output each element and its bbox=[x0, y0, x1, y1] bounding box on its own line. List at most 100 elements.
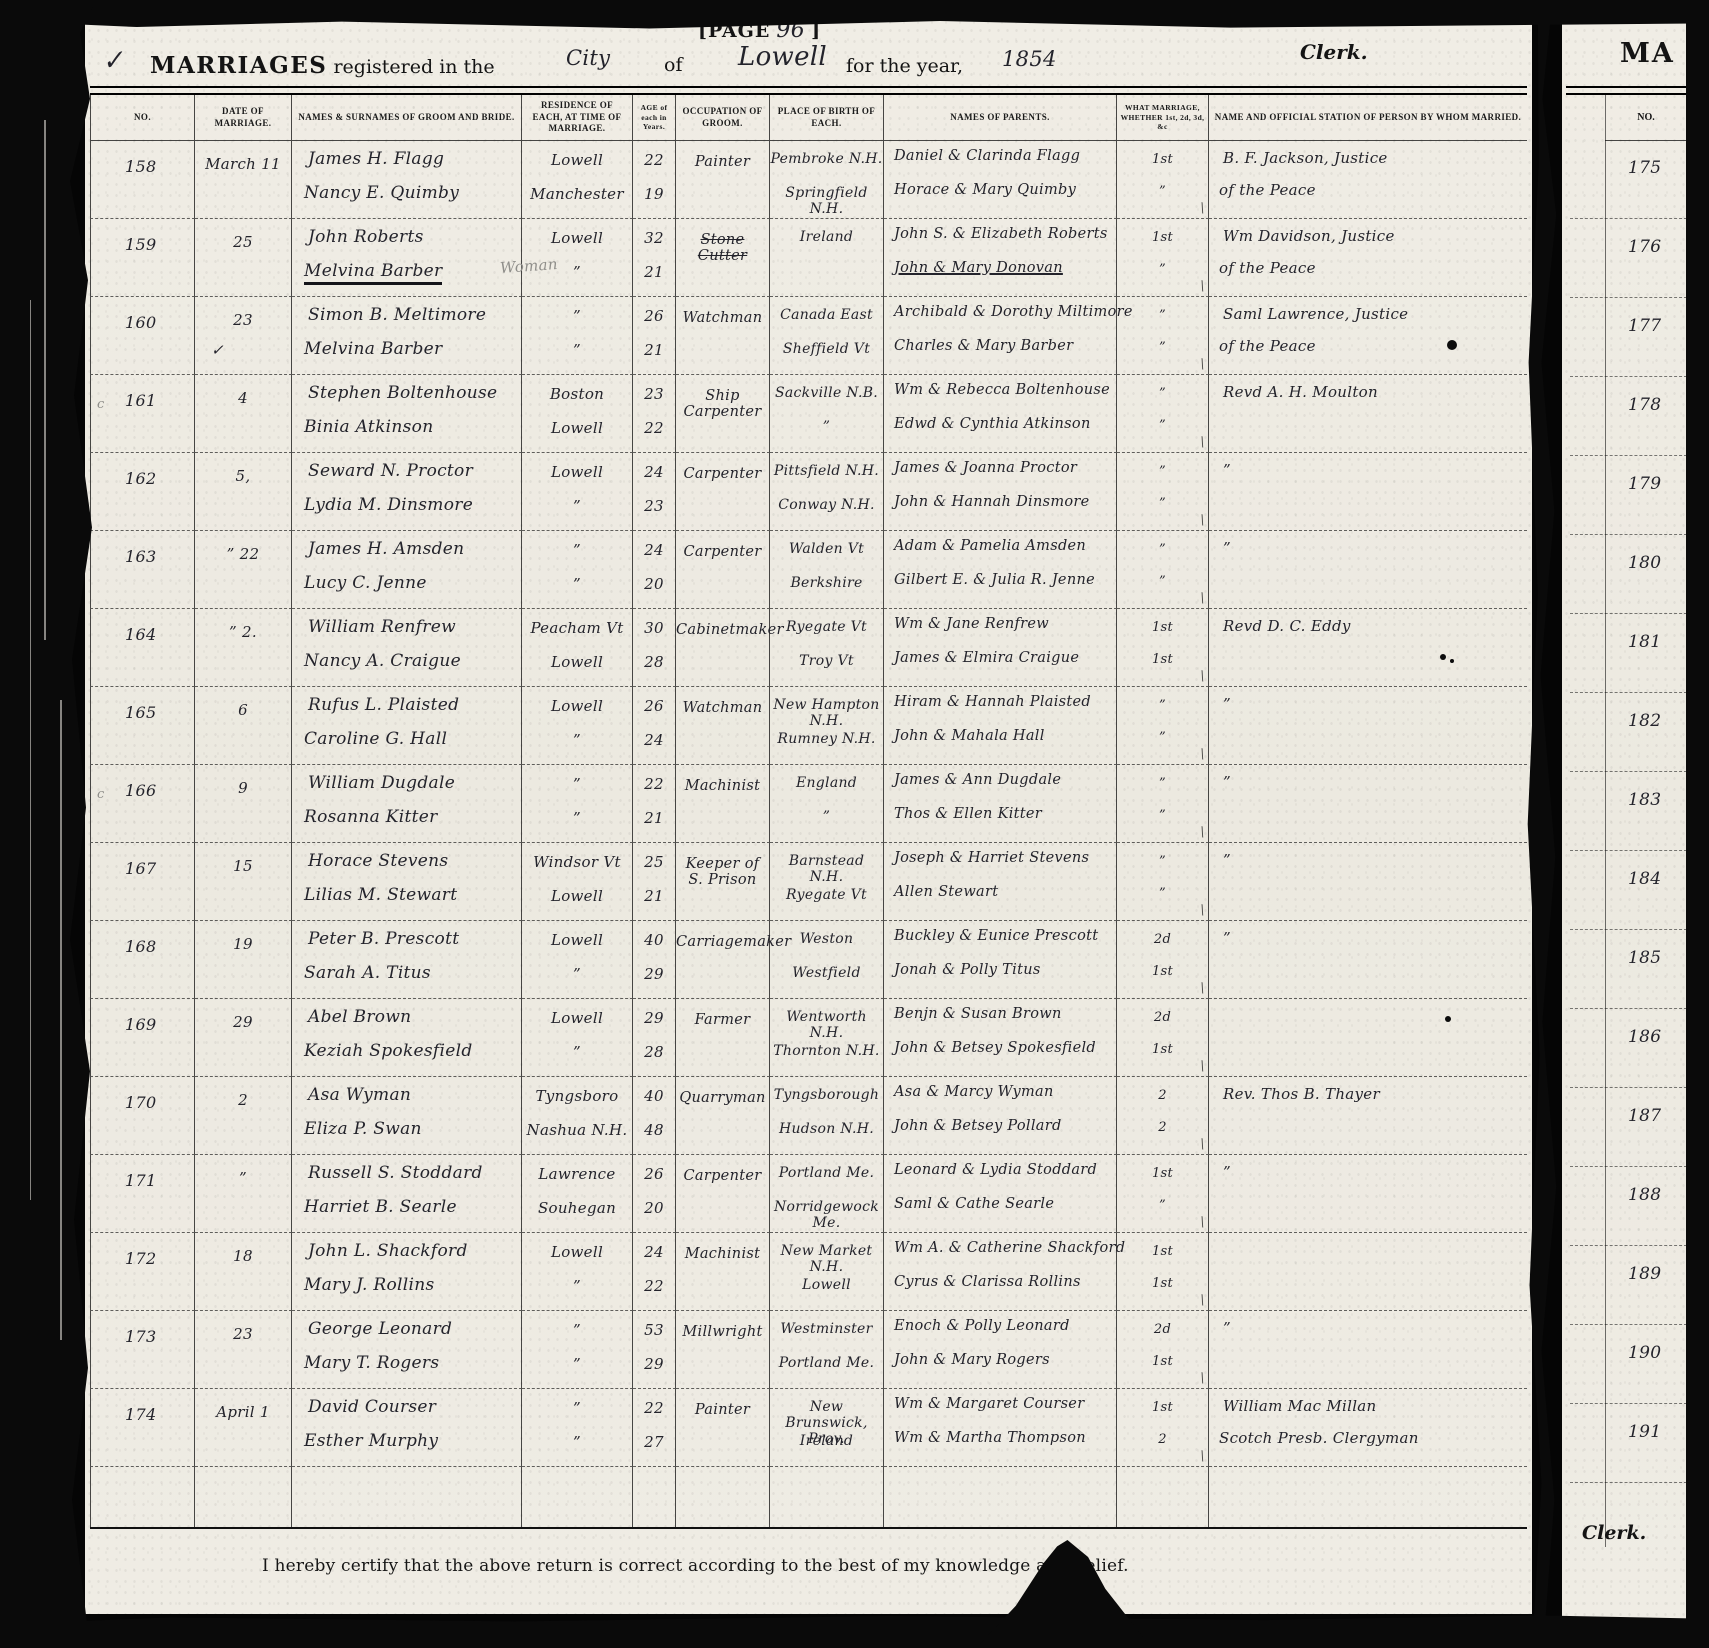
table-body: 158 March 11 James H. Flagg Nancy E. Qui… bbox=[90, 141, 1527, 1467]
groom-age: 26 bbox=[644, 307, 664, 325]
groom-marriage-ordinal: 1st bbox=[1151, 620, 1174, 635]
bride-residence: Lowell bbox=[550, 419, 604, 437]
marriage-date: 23 bbox=[233, 311, 253, 329]
groom-parents: Archibald & Dorothy Miltimore bbox=[894, 304, 1133, 320]
cell-what-marriage: ” ” bbox=[1117, 687, 1209, 765]
cell-residence: Windsor Vt Lowell bbox=[522, 843, 633, 921]
cell-date-of-marriage: 9 bbox=[195, 765, 292, 843]
table-row: 164 ” 2. William Renfrew Nancy A. Craigu… bbox=[90, 609, 1527, 687]
header-occupation: OCCUPATION OF GROOM. bbox=[676, 95, 770, 141]
marriage-date: 5, bbox=[235, 467, 251, 485]
groom-marriage-ordinal: 1st bbox=[1151, 152, 1174, 167]
cell-date-of-marriage: 4 bbox=[195, 375, 292, 453]
pencil-mark: c bbox=[97, 787, 105, 802]
groom-occupation: Machinist bbox=[684, 1246, 761, 1262]
bride-marriage-ordinal: ” bbox=[1159, 574, 1166, 589]
cell-occupation: Watchman bbox=[676, 687, 770, 765]
title-year-handwritten: 1854 bbox=[1002, 47, 1057, 71]
groom-occupation: Millwright bbox=[682, 1324, 763, 1340]
header-age: AGE of each in Years. bbox=[633, 95, 676, 141]
groom-occupation: Quarryman bbox=[679, 1090, 766, 1106]
cell-date-of-marriage: 23 ✓ bbox=[195, 297, 292, 375]
groom-birthplace: Weston bbox=[799, 931, 854, 947]
cell-names: James H. Amsden Lucy C. Jenne bbox=[292, 531, 522, 609]
bride-parents: Wm & Martha Thompson bbox=[894, 1430, 1086, 1446]
bride-age: 21 bbox=[644, 263, 664, 281]
cell-ages: 22 27 bbox=[633, 1389, 676, 1467]
cell-ages: 25 21 bbox=[633, 843, 676, 921]
groom-marriage-ordinal: ” bbox=[1159, 542, 1166, 557]
groom-marriage-ordinal: 1st bbox=[1151, 1400, 1174, 1415]
table-row: 159 25 John Roberts Melvina Barber Woman… bbox=[90, 219, 1527, 297]
groom-age: 29 bbox=[644, 1009, 664, 1027]
bride-parents: Horace & Mary Quimby bbox=[894, 182, 1077, 198]
cell-occupation: Machinist bbox=[676, 1233, 770, 1311]
groom-parents: Joseph & Harriet Stevens bbox=[894, 850, 1090, 866]
groom-marriage-ordinal: 2d bbox=[1153, 932, 1172, 947]
groom-age: 22 bbox=[644, 775, 664, 793]
cell-officiant: ” bbox=[1209, 453, 1527, 531]
cell-record-number: 169 bbox=[90, 999, 195, 1077]
cell-record-number: 162 bbox=[90, 453, 195, 531]
groom-birthplace: Canada East bbox=[780, 307, 873, 323]
cell-record-number: c 166 bbox=[90, 765, 195, 843]
cell-record-number: c 161 bbox=[90, 375, 195, 453]
cell-parents: Wm & Margaret Courser Wm & Martha Thomps… bbox=[884, 1389, 1117, 1467]
marriage-date: ” 22 bbox=[226, 545, 260, 563]
groom-age: 30 bbox=[644, 619, 664, 637]
bride-marriage-ordinal: ” bbox=[1159, 496, 1166, 511]
facing-page-no-header: NO. bbox=[1605, 95, 1687, 141]
table-header-row: NO. DATE OF MARRIAGE. NAMES & SURNAMES O… bbox=[90, 95, 1527, 141]
cell-occupation: Keeper of S. Prison bbox=[676, 843, 770, 921]
cell-record-number: 171 bbox=[90, 1155, 195, 1233]
groom-residence: Lowell bbox=[550, 931, 604, 949]
title-of: of bbox=[664, 54, 683, 76]
cell-residence: ” ” bbox=[522, 297, 633, 375]
table-row: 168 19 Peter B. Prescott Sarah A. Titus … bbox=[90, 921, 1527, 999]
bride-age: 27 bbox=[644, 1433, 664, 1451]
cell-ages: 53 29 bbox=[633, 1311, 676, 1389]
officiant-name: ” bbox=[1223, 1163, 1231, 1181]
bride-residence: ” bbox=[573, 497, 581, 515]
cell-names: David Courser Esther Murphy bbox=[292, 1389, 522, 1467]
bride-birthplace: ” bbox=[822, 809, 831, 825]
title-place-handwritten: Lowell bbox=[738, 42, 827, 72]
groom-birthplace: Walden Vt bbox=[788, 541, 865, 557]
cell-names: Stephen Boltenhouse Binia Atkinson bbox=[292, 375, 522, 453]
cell-parents: Buckley & Eunice Prescott Jonah & Polly … bbox=[884, 921, 1117, 999]
bride-residence: ” bbox=[573, 341, 581, 359]
marriage-date: 2 bbox=[238, 1091, 248, 1109]
ink-dot bbox=[1440, 654, 1446, 660]
officiant-name: ” bbox=[1223, 773, 1231, 791]
officiant-station: Scotch Presb. Clergyman bbox=[1219, 1429, 1419, 1447]
facing-page-record-number: 175 bbox=[1628, 158, 1662, 178]
bride-residence: ” bbox=[573, 965, 581, 983]
officiant-station: of the Peace bbox=[1219, 259, 1316, 277]
cell-parents: Wm A. & Catherine Shackford Cyrus & Clar… bbox=[884, 1233, 1125, 1311]
cell-ages: 40 29 bbox=[633, 921, 676, 999]
bride-marriage-ordinal: 1st bbox=[1151, 652, 1174, 667]
groom-parents: Benjn & Susan Brown bbox=[894, 1006, 1062, 1022]
groom-residence: Lowell bbox=[550, 463, 604, 481]
bride-residence: ” bbox=[573, 809, 581, 827]
groom-name: William Renfrew bbox=[308, 617, 456, 637]
bride-age: 48 bbox=[644, 1121, 664, 1139]
facing-page-record-number: 191 bbox=[1628, 1422, 1662, 1442]
bride-marriage-ordinal: 1st bbox=[1151, 964, 1174, 979]
bride-birthplace: ” bbox=[822, 419, 831, 435]
binding-scratch bbox=[30, 300, 31, 1200]
cell-ages: 26 21 bbox=[633, 297, 676, 375]
facing-page-row: 190 bbox=[1570, 1325, 1687, 1404]
facing-page-fragment-paper bbox=[1562, 14, 1689, 1648]
groom-age: 40 bbox=[644, 931, 664, 949]
groom-occupation: Carpenter bbox=[683, 1168, 762, 1184]
facing-page-record-number: 181 bbox=[1628, 632, 1662, 652]
cell-birthplace: Portland Me. Norridgewock Me. bbox=[770, 1155, 884, 1233]
cell-parents: Wm & Jane Renfrew James & Elmira Craigue bbox=[884, 609, 1117, 687]
bride-parents: John & Betsey Pollard bbox=[894, 1118, 1062, 1134]
officiant-name: ” bbox=[1223, 539, 1231, 557]
groom-name: Abel Brown bbox=[308, 1007, 412, 1027]
cell-ages: 24 23 bbox=[633, 453, 676, 531]
clerk-label-bottom: Clerk. bbox=[1582, 1522, 1647, 1544]
header-no: NO. bbox=[90, 95, 195, 141]
